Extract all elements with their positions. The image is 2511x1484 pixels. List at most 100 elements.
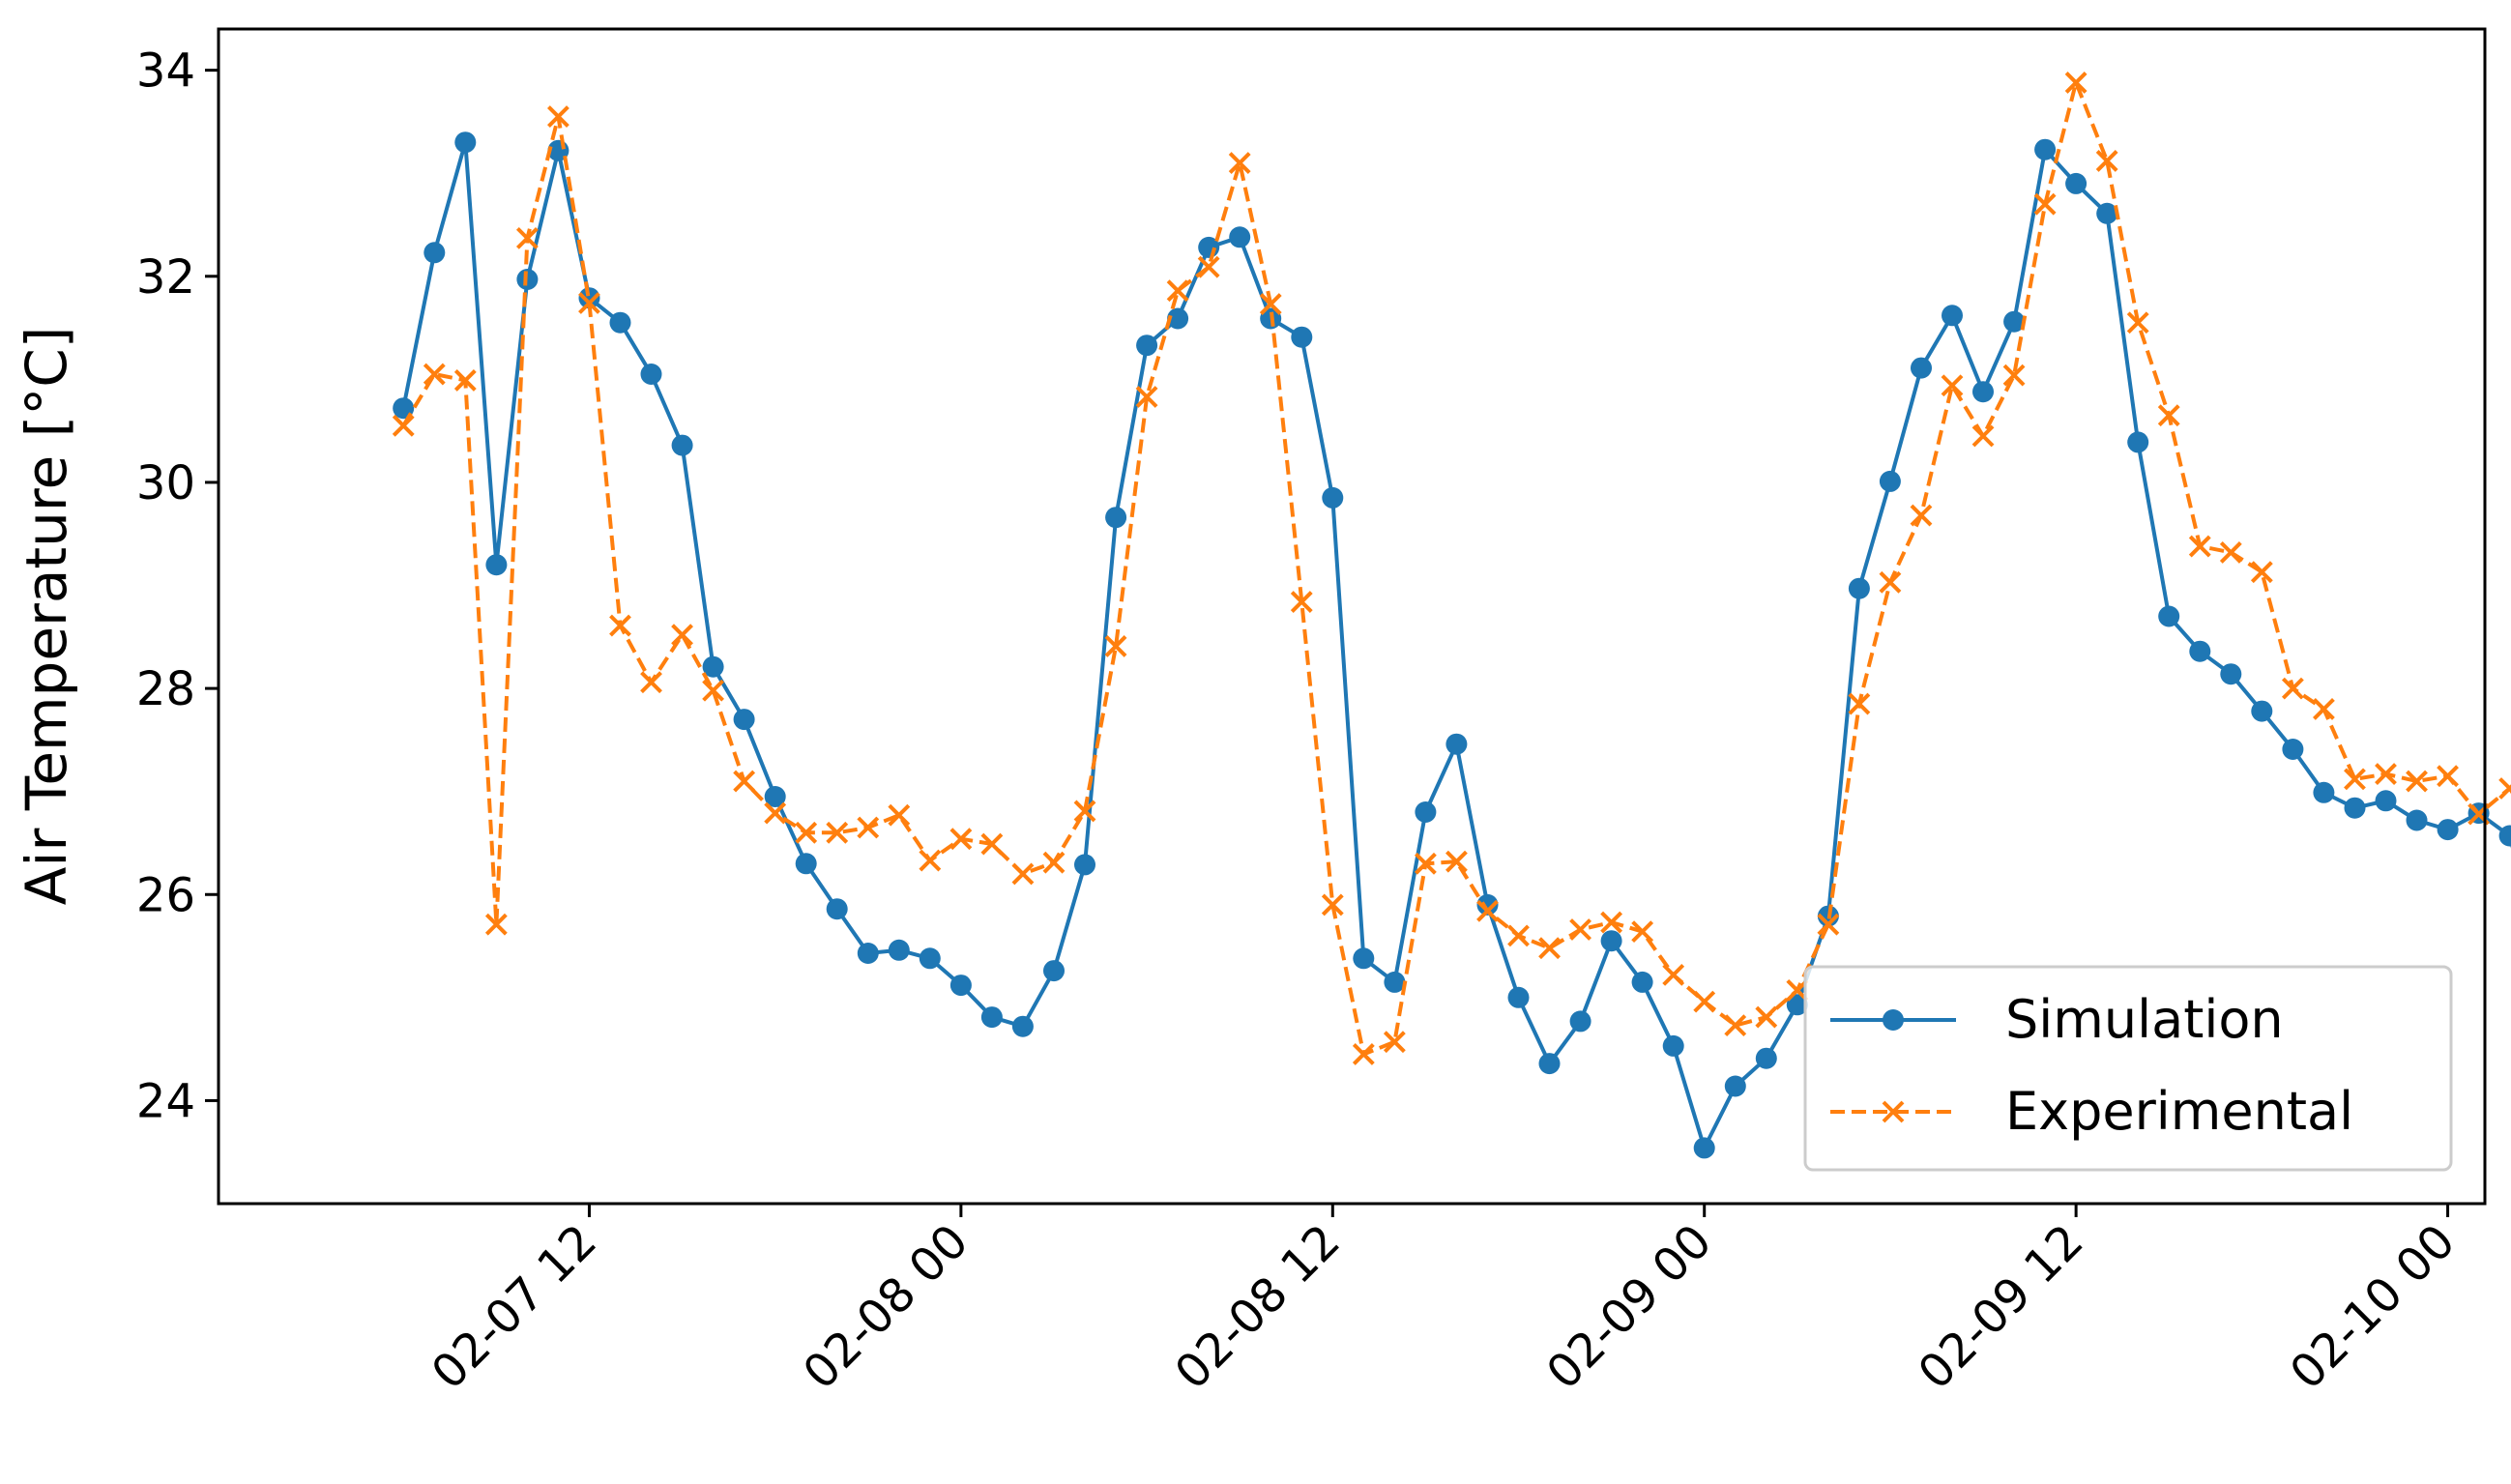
data-point [1848,577,1870,599]
data-point [888,803,911,827]
data-point [2313,698,2335,720]
data-point [919,947,941,970]
data-point [485,554,508,576]
data-point [609,614,631,637]
data-point [1941,374,1964,397]
data-point [1600,930,1622,952]
data-point [609,311,631,334]
legend-entry-experimental: Experimental [1830,1081,2353,1142]
data-point [1600,911,1623,934]
data-point [671,434,693,456]
data-point [1291,326,1313,348]
data-point [671,624,693,647]
data-point [795,853,817,875]
legend-label-simulation: Simulation [2005,989,2284,1050]
x-tick-label: 02-09 00 [1536,1214,1722,1400]
data-point [702,679,725,702]
data-point [1229,226,1251,248]
x-tick-label: 02-09 12 [1908,1214,2093,1400]
data-point [2033,192,2057,216]
data-point [547,105,569,129]
data-point [1476,893,1499,916]
legend-label-experimental: Experimental [2005,1081,2353,1142]
data-point [1879,570,1902,594]
legend-frame [1803,965,2453,1172]
x-tick-label: 02-08 00 [793,1214,978,1400]
data-point [1105,507,1127,529]
data-point [1724,1075,1746,1097]
data-point [640,364,662,385]
data-point [1538,937,1561,960]
data-point [1322,486,1344,509]
data-point [1136,335,1158,357]
data-point [1971,424,1995,448]
data-point [515,226,539,249]
legend-circle-marker [1883,1009,1904,1031]
y-axis: 24 26 28 30 32 34 [136,44,219,1128]
data-point [1384,971,1406,993]
data-point [888,939,910,961]
data-point [1569,1010,1591,1033]
data-point [1507,924,1530,947]
data-point [1135,386,1158,408]
data-point [1445,850,1468,873]
data-point [2158,605,2180,627]
data-point [1042,851,1066,874]
plot-area [392,72,2511,1159]
x-axis: 02-07 12 02-08 00 02-08 12 02-09 00 02-09 12… [422,1204,2466,1400]
data-point [1507,986,1530,1008]
data-point [1166,279,1189,303]
data-point [423,242,446,264]
y-tick-label: 30 [136,456,195,510]
legend-x-marker [1882,1100,1905,1123]
y-tick-label: 28 [136,662,195,716]
data-point [949,828,973,851]
data-point [1353,947,1375,970]
data-point [1352,1043,1375,1065]
data-point [1290,591,1313,613]
data-point [2095,150,2118,172]
data-point [1724,1014,1747,1037]
data-point [1910,504,1933,527]
plot-frame [217,27,2487,1206]
x-tick-label: 02-08 12 [1165,1214,1351,1400]
data-point [1321,893,1344,917]
data-point [2282,739,2304,760]
data-point [2002,364,2026,387]
data-point [1755,1047,1777,1069]
data-point [484,913,508,936]
data-point [2437,765,2459,788]
data-point [1538,1053,1561,1075]
data-point [1879,470,1901,492]
data-point [2313,781,2335,803]
data-point [1043,960,1065,982]
data-point [1972,381,1994,403]
data-point [1011,862,1035,886]
data-point [2498,777,2511,800]
data-point [1911,357,1932,379]
data-point [2375,790,2397,812]
data-point [1755,1005,1778,1029]
data-point [578,287,600,309]
data-point [1476,899,1499,922]
data-point [454,131,477,154]
data-point [795,821,818,844]
data-point [423,363,446,386]
data-point [980,832,1004,856]
data-point [2281,677,2304,700]
data-point [2250,561,2273,584]
data-point [949,975,972,997]
x-tick-label: 02-10 00 [2280,1214,2466,1400]
data-point [2219,541,2242,564]
data-point [2437,819,2459,841]
data-point [1942,305,1963,327]
data-point [1817,913,1840,936]
data-point [2064,72,2088,94]
data-point [1848,692,1871,715]
data-point [733,770,756,793]
data-point [453,369,477,392]
data-point [2127,431,2149,453]
data-point [2498,825,2511,847]
data-point [1167,307,1189,330]
data-point [857,943,879,964]
